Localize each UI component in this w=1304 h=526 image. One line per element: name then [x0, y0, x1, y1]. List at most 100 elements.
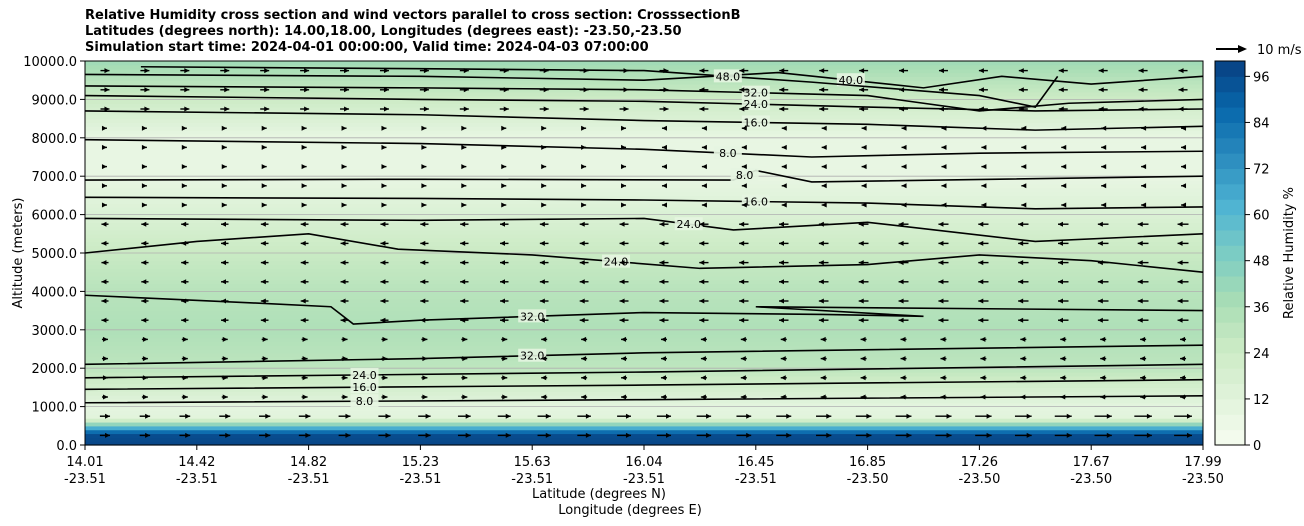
rh-fill-band — [85, 110, 1203, 116]
wind-vector-head — [899, 106, 905, 112]
rh-fill-band — [85, 260, 1203, 266]
wind-vector-head — [221, 279, 226, 285]
wind-vector-head — [545, 432, 551, 438]
x-tick-label-lon: -23.51 — [64, 472, 106, 487]
wind-vector-head — [619, 221, 625, 227]
wind-vector-head — [739, 298, 745, 304]
wind-vector-head — [621, 125, 627, 131]
wind-vector-head — [381, 164, 387, 170]
wind-vector-head — [1058, 260, 1063, 266]
wind-vector-head — [661, 183, 667, 189]
wind-vector-head — [1137, 240, 1143, 246]
wind-vector-head — [382, 394, 388, 400]
rh-fill-band — [85, 203, 1203, 208]
wind-vector-head — [503, 68, 509, 74]
wind-vector-head — [304, 87, 310, 93]
wind-vector-head — [541, 164, 547, 170]
rh-fill-band — [85, 137, 1203, 143]
wind-vector-head — [739, 240, 745, 246]
wind-vector-head — [826, 413, 832, 419]
wind-vector-head — [585, 413, 591, 419]
wind-vector-head — [463, 68, 469, 74]
wind-vector-head — [420, 260, 426, 266]
rh-fill-band — [85, 95, 1203, 100]
wind-vector-head — [1186, 413, 1192, 419]
wind-vector-head — [101, 240, 107, 246]
wind-vector-head — [860, 336, 866, 342]
wind-vector-head — [818, 298, 824, 304]
rh-fill-band — [85, 272, 1203, 277]
wind-vector-head — [900, 356, 906, 362]
wind-vector-head — [779, 68, 785, 74]
wind-vector-head — [225, 432, 231, 438]
wind-vector-head — [581, 356, 587, 362]
wind-vector-head — [225, 413, 231, 419]
wind-vector-head — [1177, 298, 1183, 304]
wind-vector-head — [262, 336, 268, 342]
wind-vector-head — [184, 68, 190, 74]
wind-vector-head — [543, 68, 549, 74]
rh-fill-band — [85, 364, 1203, 369]
wind-vector-head — [981, 144, 987, 150]
wind-vector-head — [222, 356, 228, 362]
wind-vector-head — [423, 68, 429, 74]
wind-vector-head — [541, 183, 547, 189]
colorbar-segment — [1215, 199, 1245, 216]
wind-vector-head — [699, 106, 705, 112]
rh-fill-band — [85, 122, 1203, 127]
wind-vector-head — [142, 336, 148, 342]
title-line-2: Latitudes (degrees north): 14.00,18.00, … — [85, 24, 682, 39]
wind-vector-head — [420, 221, 426, 227]
wind-vector-head — [661, 144, 667, 150]
x-tick-label-lat: 16.04 — [625, 455, 662, 470]
y-tick-label: 10000.0 — [23, 55, 77, 70]
wind-vector-head — [141, 221, 147, 227]
wind-vector-head — [182, 375, 188, 381]
wind-vector-head — [1141, 202, 1147, 208]
wind-vector-head — [262, 356, 268, 362]
contour-label: 48.0 — [716, 70, 741, 83]
wind-vector-head — [423, 87, 429, 93]
wind-vector-head — [421, 144, 427, 150]
wind-vector-head — [986, 413, 992, 419]
rh-fill-band — [85, 176, 1203, 181]
wind-vector-head — [661, 164, 667, 170]
wind-vector-head — [381, 125, 387, 131]
rh-fill-band — [85, 314, 1203, 319]
wind-vector-head — [1146, 432, 1152, 438]
x-tick-label-lat: 16.85 — [849, 455, 886, 470]
wind-vector-head — [105, 413, 111, 419]
rh-fill-band — [85, 126, 1203, 131]
wind-vector-head — [659, 298, 665, 304]
rh-fill-band — [85, 222, 1203, 227]
wind-vector-head — [181, 164, 187, 170]
wind-vector-head — [900, 336, 906, 342]
wind-vector-head — [501, 125, 507, 131]
x-tick-label-lon: -23.51 — [176, 472, 218, 487]
rh-fill-band — [85, 352, 1203, 358]
wind-vector-head — [740, 375, 746, 381]
wind-vector-head — [619, 298, 625, 304]
rh-fill-band — [85, 287, 1203, 292]
wind-vector-head — [946, 432, 952, 438]
wind-vector-head — [221, 125, 227, 131]
wind-vector-head — [1101, 164, 1107, 170]
wind-vectors — [99, 68, 1192, 438]
wind-vector-head — [901, 164, 907, 170]
wind-vector-head — [741, 125, 747, 131]
wind-vector-head — [383, 87, 389, 93]
wind-vector-head — [381, 144, 387, 150]
contour-label: 8.0 — [356, 395, 374, 408]
wind-vector-head — [423, 106, 429, 112]
wind-vector-head — [818, 260, 824, 266]
wind-vector-head — [264, 106, 270, 112]
wind-vector-head — [1177, 260, 1183, 266]
wind-vector-head — [421, 183, 427, 189]
contour-label-bg — [741, 115, 770, 129]
wind-vector-head — [700, 394, 706, 400]
wind-vector-head — [858, 279, 864, 285]
wind-vector-head — [101, 144, 107, 150]
y-tick-label: 6000.0 — [32, 209, 78, 224]
wind-vector-head — [345, 432, 351, 438]
wind-vector-head — [462, 375, 468, 381]
